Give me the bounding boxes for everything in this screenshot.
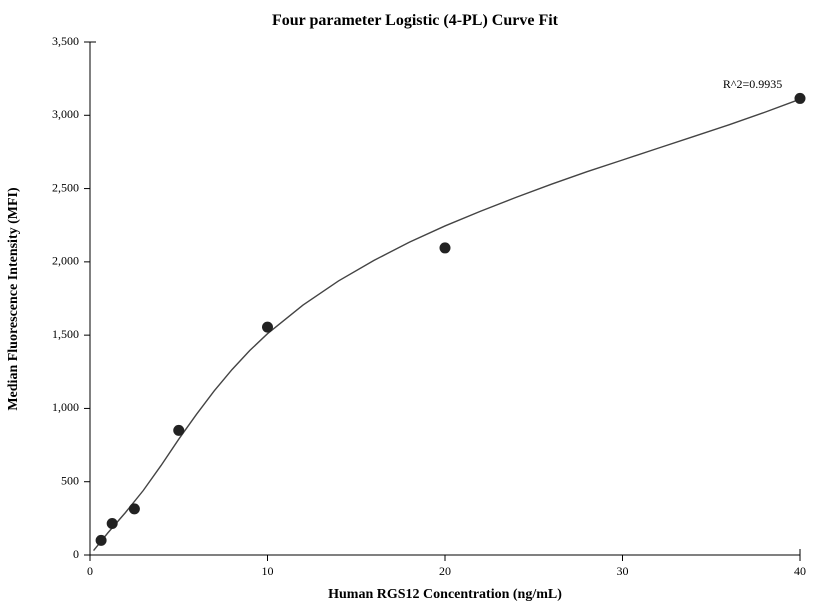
- y-axis-label: Median Fluorescence Intensity (MFI): [6, 187, 22, 410]
- y-tick-label: 2,500: [52, 180, 79, 194]
- x-tick-label: 40: [794, 564, 806, 578]
- y-tick-label: 500: [61, 473, 79, 487]
- data-point: [173, 425, 184, 436]
- y-tick-label: 1,000: [52, 400, 79, 414]
- fit-curve: [94, 99, 800, 550]
- x-tick-label: 20: [439, 564, 451, 578]
- data-point: [262, 322, 273, 333]
- y-tick-label: 0: [73, 547, 79, 561]
- data-point: [107, 518, 118, 529]
- y-tick-label: 2,000: [52, 254, 79, 268]
- x-tick-label: 30: [617, 564, 629, 578]
- chart-svg: 0 500 1,000 1,500 2,000 2,500 3,000 3,500 0 10 20 3…: [0, 0, 830, 616]
- chart-title: Four parameter Logistic (4-PL) Curve Fit: [0, 12, 830, 30]
- chart-container: Four parameter Logistic (4-PL) Curve Fit…: [0, 0, 830, 616]
- y-tick-label: 1,500: [52, 327, 79, 341]
- y-tick-label: 3,000: [52, 107, 79, 121]
- y-tick-label: 3,500: [52, 34, 79, 48]
- data-point: [440, 242, 451, 253]
- data-point: [795, 93, 806, 104]
- r-squared-annotation: R^2=0.9935: [723, 77, 782, 92]
- x-tick-label: 10: [262, 564, 274, 578]
- data-point: [96, 535, 107, 546]
- x-axis-label: Human RGS12 Concentration (ng/mL): [328, 587, 562, 603]
- x-tick-label: 0: [87, 564, 93, 578]
- data-point: [129, 503, 140, 514]
